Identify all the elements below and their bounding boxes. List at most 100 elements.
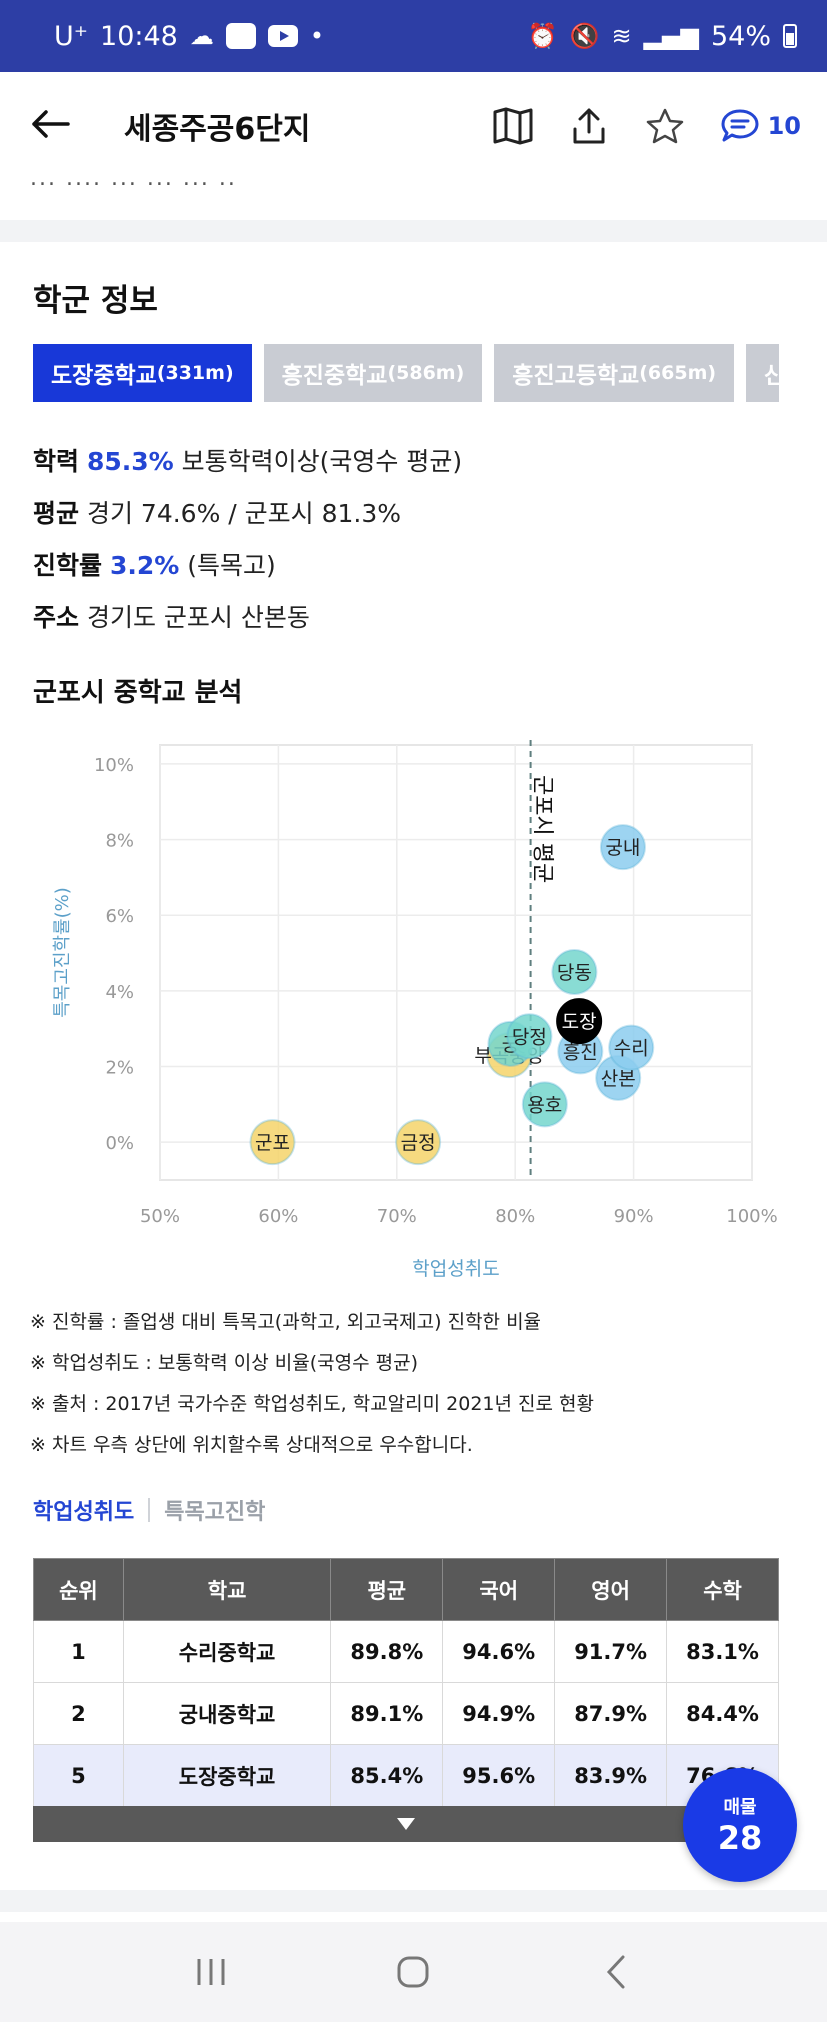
y-tick-label: 0%: [105, 1133, 134, 1154]
table-header-row: 순위 학교 평균 국어 영어 수학: [33, 1558, 779, 1621]
cloud-icon: ☁: [189, 22, 214, 50]
data-point-label: 도장: [562, 1011, 597, 1033]
truncated-text-strip: ... .... ... ... ... ..: [0, 180, 827, 220]
ranking-tabs: 학업성취도 특목고진학: [33, 1494, 265, 1526]
data-point-label: 산본: [601, 1068, 636, 1090]
y-tick-label: 2%: [105, 1058, 134, 1079]
info-achievement: 학력 85.3% 보통학력이상(국영수 평균): [33, 447, 463, 476]
x-tick-label: 50%: [140, 1206, 180, 1227]
carrier-label: U⁺: [54, 20, 89, 52]
plot-frame: [159, 744, 753, 1181]
system-back-button[interactable]: [586, 1942, 646, 2002]
section-title: 학군 정보: [33, 283, 158, 319]
table-row: 2 궁내중학교 89.1% 94.9% 87.9% 84.4%: [33, 1682, 779, 1745]
chart-notes: ※ 진학률 : 졸업생 대비 특목고(과학고, 외고국제고) 진학한 비율 ※ …: [30, 1302, 594, 1466]
header-rank: 순위: [33, 1558, 124, 1621]
battery-icon: [783, 24, 797, 48]
ranking-table: 순위 학교 평균 국어 영어 수학 1 수리중학교 89.8% 94.6% 91.7% 8…: [33, 1558, 779, 1807]
info-advancement: 진학률 3.2% (특목고): [33, 551, 276, 580]
header-english: 영어: [554, 1558, 668, 1621]
info-average: 평균 경기 74.6% / 군포시 81.3%: [33, 499, 402, 528]
fab-label: 매물: [723, 1797, 757, 1818]
x-tick-label: 70%: [377, 1206, 417, 1227]
scatter-chart: 50% 60% 70% 80% 90% 100%0%2%4%6%8%10% 군포시 평균 …: [52, 740, 778, 1280]
y-tick-label: 4%: [105, 982, 134, 1003]
y-axis-label: 특목고진학률(%): [52, 887, 73, 1018]
back-button[interactable]: [30, 103, 90, 149]
note-1: ※ 진학률 : 졸업생 대비 특목고(과학고, 외고국제고) 진학한 비율: [30, 1311, 542, 1333]
battery-percent: 54%: [710, 20, 771, 52]
data-point: [521, 1081, 568, 1128]
back-arrow-icon: [32, 110, 70, 138]
listings-fab[interactable]: 매물 28: [683, 1768, 797, 1882]
school-tabs: 도장중학교 (331m) 흥진중학교 (586m) 흥진고등학교 (665m) 산: [33, 344, 779, 402]
chat-bubble-icon: [721, 109, 759, 142]
share-button[interactable]: [568, 105, 610, 147]
expand-table-button[interactable]: [33, 1806, 779, 1842]
tab-school-3[interactable]: 흥진고등학교 (665m): [494, 344, 735, 402]
wifi-icon: ≋: [611, 22, 632, 50]
data-point-label: 당동: [557, 962, 592, 984]
data-point-label: 군포: [255, 1132, 290, 1154]
data-point-label: 흥진: [563, 1041, 598, 1063]
map-button[interactable]: [492, 105, 534, 147]
tab-separator: [148, 1498, 151, 1522]
comments-button[interactable]: 10: [720, 108, 801, 144]
data-point: [551, 948, 598, 995]
data-point: [599, 824, 646, 871]
star-icon: [646, 108, 683, 144]
data-point-label: 수리: [614, 1038, 649, 1060]
note-3: ※ 출처 : 2017년 국가수준 학업성취도, 학교알리미 2021년 진로 …: [30, 1393, 594, 1415]
youtube-icon: [267, 25, 298, 47]
data-point-label: 금정: [401, 1132, 436, 1154]
comment-count: 10: [767, 112, 801, 140]
recent-apps-button[interactable]: [181, 1942, 241, 2002]
section-divider: [0, 220, 827, 242]
tab-achievement[interactable]: 학업성취도: [33, 1500, 135, 1525]
app-header: 세종주공6단지 10: [0, 72, 827, 180]
data-point: [395, 1119, 442, 1166]
tab-special-high[interactable]: 특목고진학: [164, 1500, 266, 1525]
data-point-label: 용호: [527, 1094, 562, 1116]
page-title: 세종주공6단지: [124, 112, 311, 147]
book-map-icon: [493, 107, 533, 145]
info-address: 주소 경기도 군포시 산본동: [33, 603, 310, 632]
data-point: [556, 998, 603, 1045]
tab-school-1[interactable]: 도장중학교 (331m): [33, 344, 252, 402]
home-icon: [397, 1956, 429, 1988]
tab-school-4[interactable]: 산: [746, 344, 779, 402]
x-tick-label: 60%: [258, 1206, 298, 1227]
table-row: 1 수리중학교 89.8% 94.6% 91.7% 83.1%: [33, 1620, 779, 1683]
x-tick-label: 90%: [614, 1206, 654, 1227]
mute-icon: 🔇: [569, 22, 600, 50]
tab-school-2[interactable]: 흥진중학교 (586m): [263, 344, 483, 402]
data-point: [506, 1013, 553, 1060]
favorite-button[interactable]: [644, 105, 686, 147]
note-4: ※ 차트 우측 상단에 위치할수록 상대적으로 우수합니다.: [30, 1434, 473, 1456]
data-point-label: 당정: [512, 1026, 547, 1048]
y-tick-label: 8%: [105, 831, 134, 852]
system-nav-bar: [0, 1922, 827, 2022]
header-korean: 국어: [442, 1558, 556, 1621]
analysis-title: 군포시 중학교 분석: [33, 678, 243, 708]
maps-app-icon: [225, 23, 256, 49]
data-point: [249, 1119, 296, 1166]
signal-icon: ▂▄▆: [643, 22, 699, 50]
x-tick-label: 80%: [495, 1206, 535, 1227]
header-school: 학교: [122, 1558, 332, 1621]
clock: 10:48: [100, 20, 178, 52]
share-icon: [573, 108, 605, 144]
header-average: 평균: [330, 1558, 444, 1621]
fab-count: 28: [717, 1819, 763, 1857]
y-tick-label: 10%: [94, 755, 134, 776]
status-bar: U⁺ 10:48 ☁ • ⏰ 🔇 ≋ ▂▄▆ 54%: [0, 0, 827, 72]
data-point: [608, 1024, 655, 1071]
x-axis-label: 학업성취도: [412, 1258, 499, 1280]
bottom-divider: [0, 1890, 827, 1912]
home-button[interactable]: [383, 1942, 443, 2002]
data-point-label: 궁내: [605, 837, 640, 859]
header-math: 수학: [666, 1558, 779, 1621]
average-reference-label: 군포시 평균: [530, 775, 555, 883]
note-2: ※ 학업성취도 : 보통학력 이상 비율(국영수 평균): [30, 1352, 419, 1374]
